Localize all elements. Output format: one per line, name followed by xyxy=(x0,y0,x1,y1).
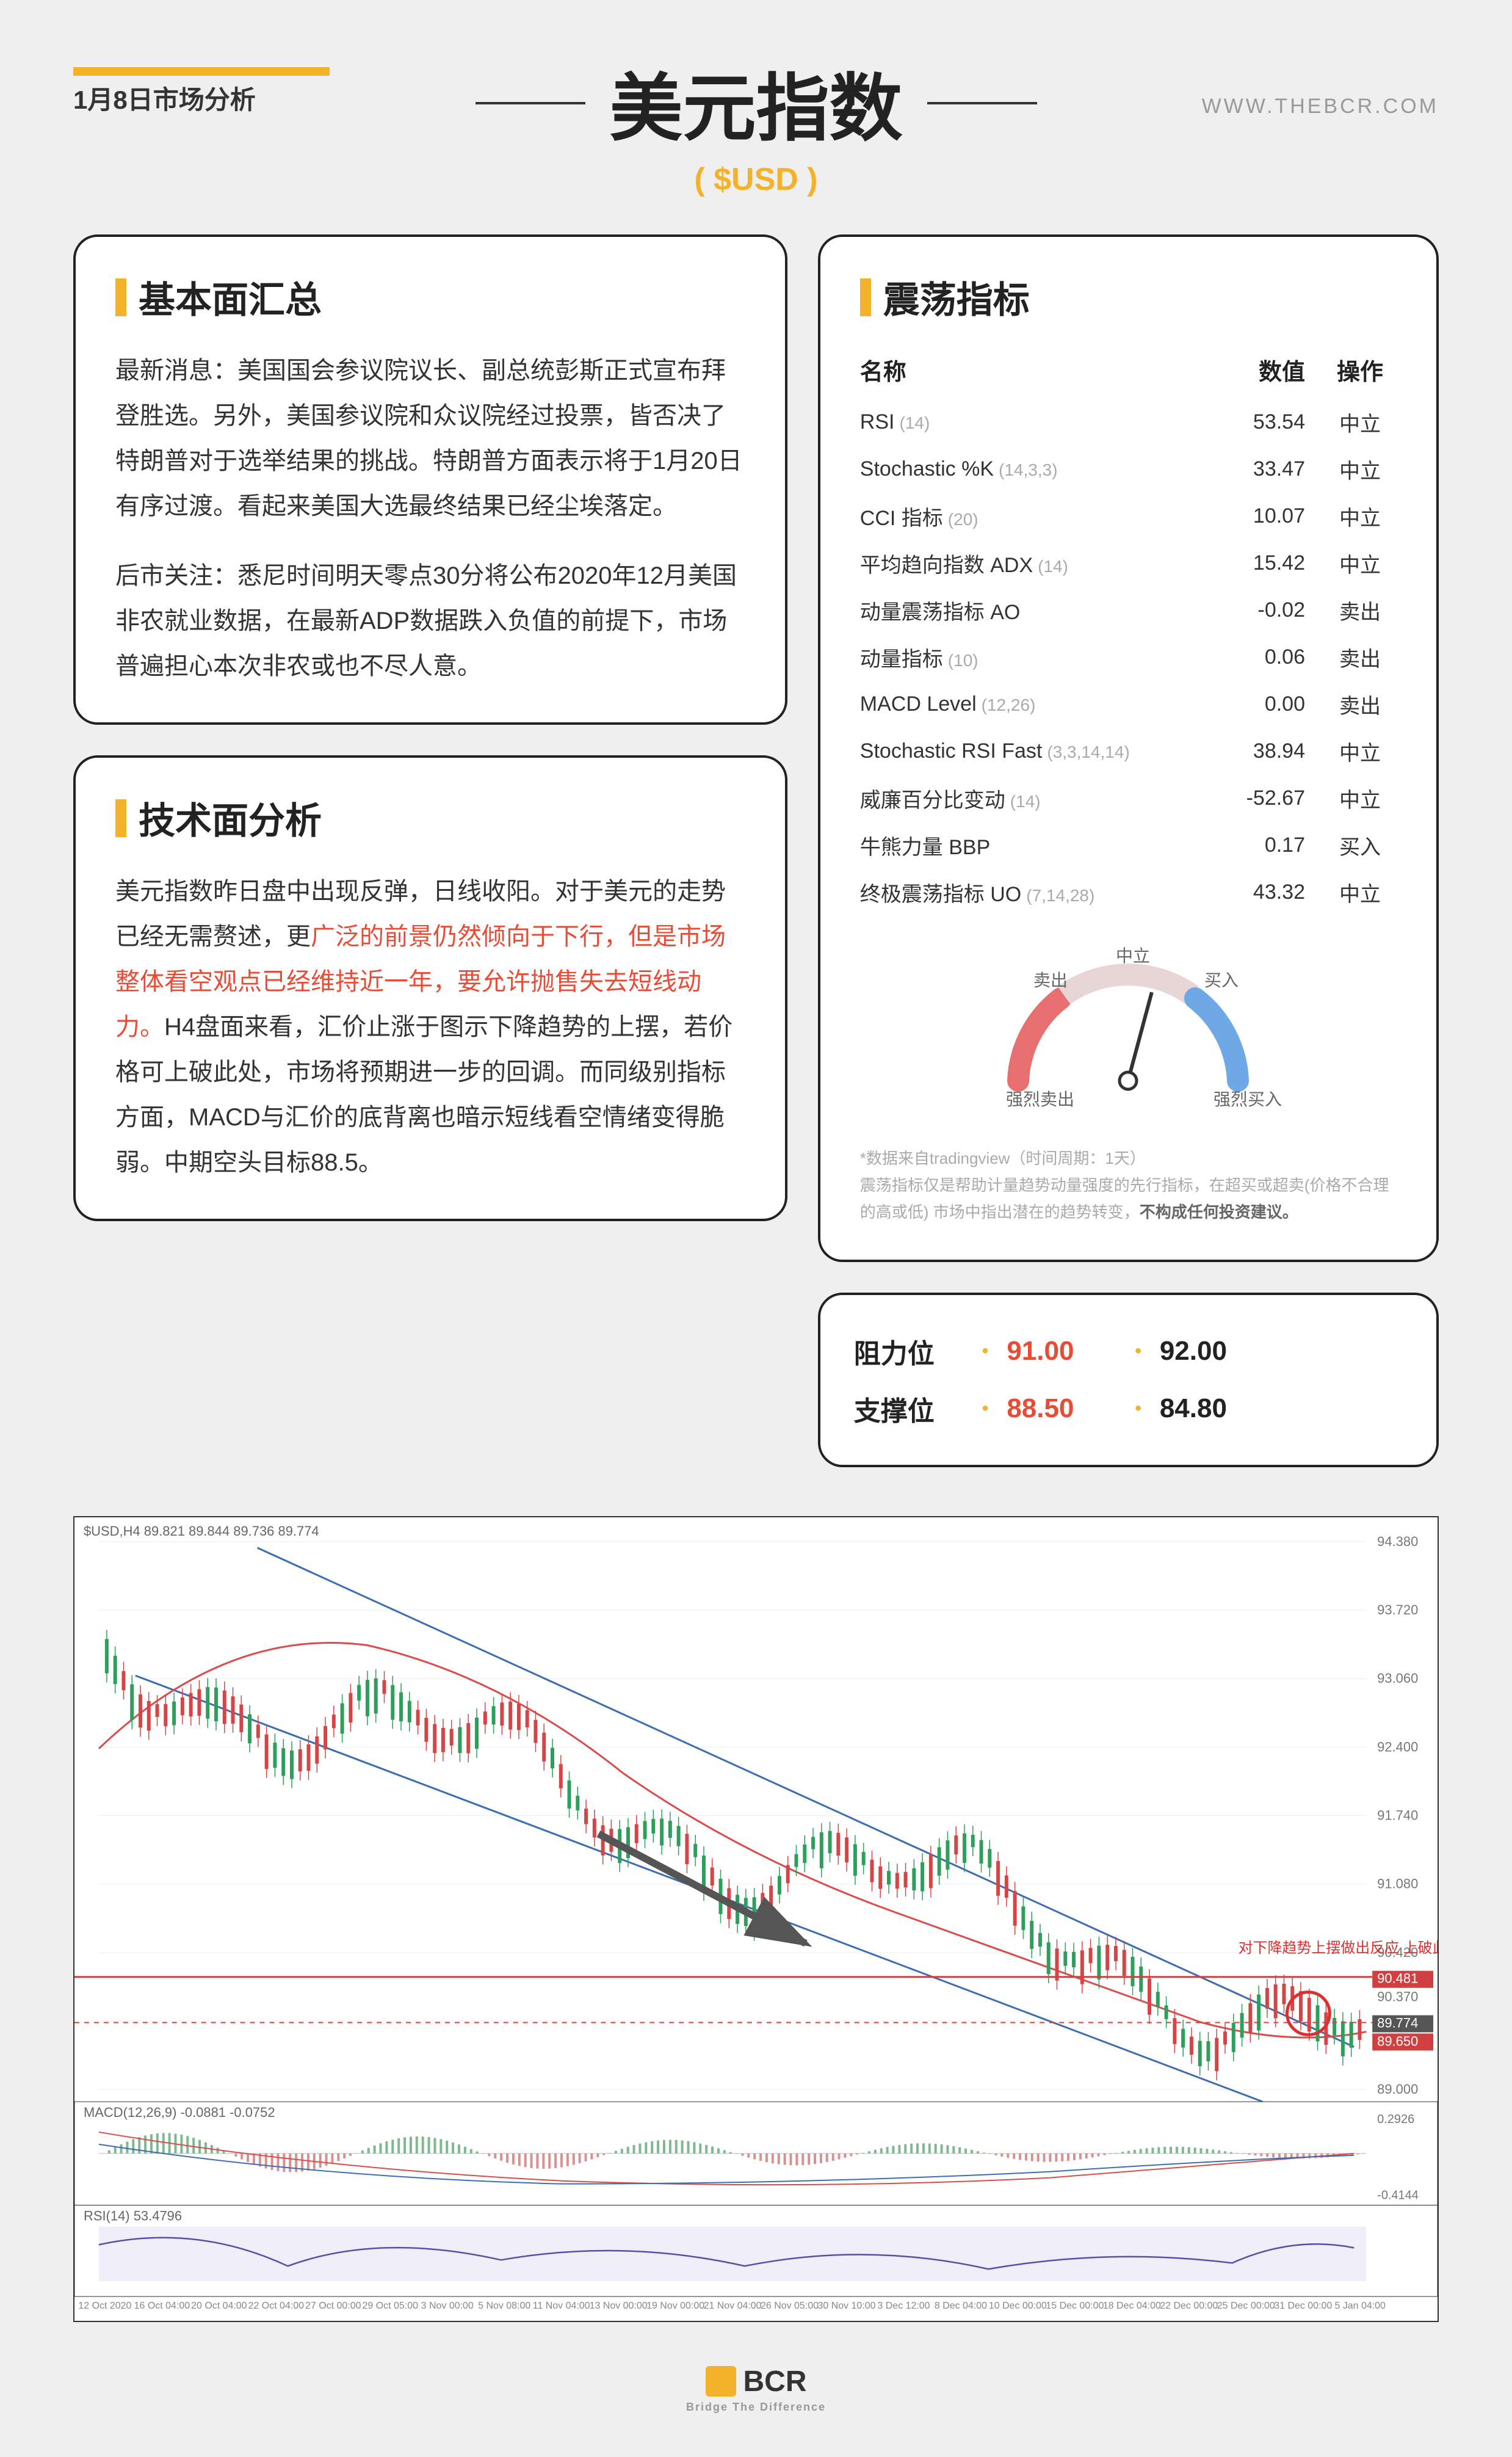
osc-row: Stochastic %K(14,3,3)33.47中立 xyxy=(860,446,1397,493)
oscillators-card: 震荡指标 名称 数值 操作 RSI(14)53.54中立Stochastic %… xyxy=(818,234,1439,1262)
fundamental-p1: 最新消息：美国国会参议院议长、副总统彭斯正式宣布拜登胜选。另外，美国参议院和众议… xyxy=(115,348,745,529)
svg-text:RSI(14) 53.4796: RSI(14) 53.4796 xyxy=(84,2208,182,2223)
support-row: 支撑位 • 88.50 • 84.80 xyxy=(854,1380,1403,1437)
logo-icon xyxy=(706,2366,736,2397)
svg-text:90.370: 90.370 xyxy=(1377,1989,1418,2004)
svg-text:25 Dec 00:00: 25 Dec 00:00 xyxy=(1217,2301,1275,2311)
svg-text:22 Dec 00:00: 22 Dec 00:00 xyxy=(1160,2301,1218,2311)
svg-text:10 Dec 00:00: 10 Dec 00:00 xyxy=(989,2301,1047,2311)
osc-row: 威廉百分比变动(14)-52.67中立 xyxy=(860,775,1397,822)
svg-text:5 Jan 04:00: 5 Jan 04:00 xyxy=(1335,2301,1386,2311)
svg-text:$USD,H4 89.821 89.844 89.736: $USD,H4 89.821 89.844 89.736 89.774 xyxy=(84,1523,319,1538)
svg-text:买入: 买入 xyxy=(1204,971,1239,990)
osc-row: 平均趋向指数 ADX(14)15.42中立 xyxy=(860,540,1397,587)
svg-text:27 Oct 00:00: 27 Oct 00:00 xyxy=(305,2301,361,2311)
svg-text:12 Oct 2020: 12 Oct 2020 xyxy=(78,2301,131,2311)
svg-text:5 Nov 08:00: 5 Nov 08:00 xyxy=(478,2301,530,2311)
svg-text:22 Oct 04:00: 22 Oct 04:00 xyxy=(248,2301,305,2311)
svg-text:91.080: 91.080 xyxy=(1377,1876,1418,1891)
price-chart: $USD,H4 89.821 89.844 89.736 89.774 94.3… xyxy=(73,1516,1439,2322)
svg-text:中立: 中立 xyxy=(1116,946,1150,965)
svg-text:16 Oct 04:00: 16 Oct 04:00 xyxy=(134,2301,190,2311)
footer-brand: BCR xyxy=(743,2365,807,2398)
osc-row: CCI 指标(20)10.07中立 xyxy=(860,493,1397,540)
resistance-row: 阻力位 • 91.00 • 92.00 xyxy=(854,1323,1403,1380)
gauge: 强烈卖出 卖出 中立 买入 强烈买入 xyxy=(860,940,1397,1127)
fundamental-title: 基本面汇总 xyxy=(115,270,745,324)
svg-text:89.774: 89.774 xyxy=(1377,2015,1418,2030)
svg-text:3 Nov 00:00: 3 Nov 00:00 xyxy=(421,2301,474,2311)
fundamental-p2: 后市关注：悉尼时间明天零点30分将公布2020年12月美国非农就业数据，在最新A… xyxy=(115,553,745,689)
svg-text:强烈买入: 强烈买入 xyxy=(1214,1090,1282,1109)
svg-text:93.060: 93.060 xyxy=(1377,1671,1418,1686)
svg-text:92.400: 92.400 xyxy=(1377,1739,1418,1754)
svg-text:8 Dec 04:00: 8 Dec 04:00 xyxy=(935,2301,987,2311)
col-value: 数值 xyxy=(1220,348,1323,399)
svg-text:90.481: 90.481 xyxy=(1377,1970,1418,1986)
svg-text:3 Dec 12:00: 3 Dec 12:00 xyxy=(877,2301,930,2311)
main-title: 美元指数 xyxy=(610,49,903,155)
svg-text:0.2926: 0.2926 xyxy=(1377,2113,1414,2126)
svg-text:18 Dec 04:00: 18 Dec 04:00 xyxy=(1103,2301,1161,2311)
technical-title: 技术面分析 xyxy=(115,791,745,844)
disclaimer: *数据来自tradingview（时间周期：1天） 震荡指标仅是帮助计量趋势动量… xyxy=(860,1145,1397,1226)
svg-text:强烈卖出: 强烈卖出 xyxy=(1006,1090,1074,1109)
svg-text:89.000: 89.000 xyxy=(1377,2081,1418,2097)
levels-card: 阻力位 • 91.00 • 92.00 支撑位 • 88.50 • 84.80 xyxy=(818,1293,1439,1467)
footer-tag: Bridge The Difference xyxy=(0,2401,1512,2414)
svg-text:13 Nov 00:00: 13 Nov 00:00 xyxy=(590,2301,648,2311)
svg-text:-0.4144: -0.4144 xyxy=(1377,2188,1419,2202)
osc-row: MACD Level(12,26)0.00卖出 xyxy=(860,681,1397,728)
svg-text:19 Nov 00:00: 19 Nov 00:00 xyxy=(646,2301,704,2311)
svg-text:89.650: 89.650 xyxy=(1377,2033,1418,2049)
svg-text:29 Oct 05:00: 29 Oct 05:00 xyxy=(363,2301,419,2311)
osc-row: 动量指标(10)0.06卖出 xyxy=(860,634,1397,681)
svg-text:93.720: 93.720 xyxy=(1377,1602,1418,1617)
svg-text:卖出: 卖出 xyxy=(1033,971,1068,990)
fundamental-body: 最新消息：美国国会参议院议长、副总统彭斯正式宣布拜登胜选。另外，美国参议院和众议… xyxy=(115,348,745,689)
site-url: WWW.THEBCR.COM xyxy=(1202,95,1439,118)
svg-text:MACD(12,26,9) -0.0881 -0.0752: MACD(12,26,9) -0.0881 -0.0752 xyxy=(84,2105,275,2120)
osc-row: 终极震荡指标 UO(7,14,28)43.32中立 xyxy=(860,869,1397,916)
svg-text:15 Dec 00:00: 15 Dec 00:00 xyxy=(1046,2301,1104,2311)
osc-row: 动量震荡指标 AO-0.02卖出 xyxy=(860,587,1397,634)
svg-text:94.380: 94.380 xyxy=(1377,1533,1418,1548)
header: 1月8日市场分析 WWW.THEBCR.COM 美元指数 ( $USD ) xyxy=(0,0,1512,222)
svg-text:11 Nov 04:00: 11 Nov 04:00 xyxy=(533,2301,590,2311)
col-action: 操作 xyxy=(1323,348,1397,399)
technical-body: 美元指数昨日盘中出现反弹，日线收阳。对于美元的走势已经无需赘述，更广泛的前景仍然… xyxy=(115,869,745,1185)
fundamental-card: 基本面汇总 最新消息：美国国会参议院议长、副总统彭斯正式宣布拜登胜选。另外，美国… xyxy=(73,234,787,725)
svg-text:31 Dec 00:00: 31 Dec 00:00 xyxy=(1274,2301,1332,2311)
osc-row: 牛熊力量 BBP0.17买入 xyxy=(860,822,1397,869)
date-underline xyxy=(73,67,330,76)
svg-text:21 Nov 04:00: 21 Nov 04:00 xyxy=(704,2301,762,2311)
col-name: 名称 xyxy=(860,348,1220,399)
svg-text:20 Oct 04:00: 20 Oct 04:00 xyxy=(191,2301,247,2311)
date-label: 1月8日市场分析 xyxy=(73,79,256,117)
svg-text:91.740: 91.740 xyxy=(1377,1807,1418,1823)
svg-text:26 Nov 05:00: 26 Nov 05:00 xyxy=(761,2301,819,2311)
title-text: 美元指数 xyxy=(610,68,903,150)
footer: BCR Bridge The Difference xyxy=(0,2346,1512,2433)
oscillators-table: 名称 数值 操作 RSI(14)53.54中立Stochastic %K(14,… xyxy=(860,348,1397,916)
osc-row: RSI(14)53.54中立 xyxy=(860,399,1397,446)
tech-post: H4盘面来看，汇价止涨于图示下降趋势的上摆，若价格可上破此处，市场将预期进一步的… xyxy=(115,1014,732,1176)
oscillators-title: 震荡指标 xyxy=(860,270,1397,324)
svg-text:30 Nov 10:00: 30 Nov 10:00 xyxy=(818,2301,876,2311)
osc-row: Stochastic RSI Fast(3,3,14,14)38.94中立 xyxy=(860,728,1397,775)
svg-text:对下降趋势上摆做出反应 上破此处将打开进一步回调: 对下降趋势上摆做出反应 上破此处将打开进一步回调 xyxy=(1239,1939,1438,1956)
technical-card: 技术面分析 美元指数昨日盘中出现反弹，日线收阳。对于美元的走势已经无需赘述，更广… xyxy=(73,755,787,1221)
subtitle: ( $USD ) xyxy=(73,161,1439,198)
